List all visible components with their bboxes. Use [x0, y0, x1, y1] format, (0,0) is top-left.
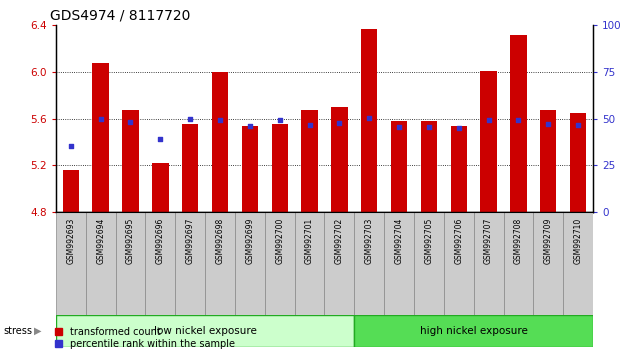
- Bar: [175, 212, 205, 319]
- Bar: [265, 212, 294, 319]
- Bar: [294, 212, 324, 319]
- Point: [424, 124, 434, 130]
- Point: [304, 122, 314, 128]
- Point: [96, 116, 106, 121]
- Bar: [56, 315, 355, 347]
- Point: [394, 124, 404, 130]
- Point: [66, 143, 76, 148]
- Text: GSM992707: GSM992707: [484, 218, 493, 264]
- Bar: [212, 72, 229, 212]
- Text: GSM992700: GSM992700: [275, 218, 284, 264]
- Text: GSM992704: GSM992704: [394, 218, 404, 264]
- Bar: [414, 212, 444, 319]
- Bar: [481, 70, 497, 212]
- Bar: [563, 212, 593, 319]
- Bar: [235, 212, 265, 319]
- Text: GSM992698: GSM992698: [215, 218, 225, 264]
- Bar: [145, 212, 175, 319]
- Text: stress: stress: [3, 326, 32, 336]
- Bar: [533, 212, 563, 319]
- Bar: [324, 212, 355, 319]
- Bar: [86, 212, 116, 319]
- Bar: [56, 212, 86, 319]
- Text: GSM992703: GSM992703: [365, 218, 374, 264]
- Text: GDS4974 / 8117720: GDS4974 / 8117720: [50, 9, 190, 23]
- Point: [335, 120, 345, 126]
- Text: low nickel exposure: low nickel exposure: [153, 326, 256, 336]
- Bar: [205, 212, 235, 319]
- Point: [185, 116, 195, 122]
- Bar: [420, 121, 437, 212]
- Point: [215, 118, 225, 123]
- Text: GSM992702: GSM992702: [335, 218, 344, 264]
- Bar: [301, 110, 318, 212]
- Bar: [116, 212, 145, 319]
- Bar: [331, 107, 348, 212]
- Point: [454, 125, 464, 131]
- Text: ▶: ▶: [34, 326, 42, 336]
- Text: GSM992706: GSM992706: [455, 218, 463, 264]
- Point: [245, 124, 255, 129]
- Point: [543, 121, 553, 127]
- Bar: [570, 113, 586, 212]
- Bar: [271, 125, 288, 212]
- Bar: [540, 110, 556, 212]
- Text: GSM992699: GSM992699: [245, 218, 255, 264]
- Bar: [182, 125, 198, 212]
- Bar: [361, 29, 378, 212]
- Point: [155, 136, 165, 141]
- Bar: [152, 163, 168, 212]
- Text: GSM992693: GSM992693: [66, 218, 75, 264]
- Bar: [63, 170, 79, 212]
- Bar: [451, 126, 467, 212]
- Point: [125, 119, 135, 124]
- Text: GSM992709: GSM992709: [544, 218, 553, 264]
- Text: GSM992694: GSM992694: [96, 218, 105, 264]
- Text: GSM992708: GSM992708: [514, 218, 523, 264]
- Legend: transformed count, percentile rank within the sample: transformed count, percentile rank withi…: [55, 327, 235, 349]
- Bar: [444, 212, 474, 319]
- Bar: [122, 110, 138, 212]
- Bar: [242, 126, 258, 212]
- Bar: [355, 315, 593, 347]
- Point: [573, 122, 583, 128]
- Bar: [93, 63, 109, 212]
- Bar: [510, 35, 527, 212]
- Point: [484, 118, 494, 123]
- Point: [365, 115, 374, 121]
- Text: GSM992697: GSM992697: [186, 218, 194, 264]
- Text: GSM992705: GSM992705: [424, 218, 433, 264]
- Point: [514, 117, 524, 122]
- Text: GSM992696: GSM992696: [156, 218, 165, 264]
- Text: GSM992710: GSM992710: [574, 218, 582, 264]
- Bar: [504, 212, 533, 319]
- Bar: [355, 212, 384, 319]
- Text: GSM992701: GSM992701: [305, 218, 314, 264]
- Text: GSM992695: GSM992695: [126, 218, 135, 264]
- Point: [274, 118, 284, 123]
- Bar: [474, 212, 504, 319]
- Bar: [391, 121, 407, 212]
- Text: high nickel exposure: high nickel exposure: [420, 326, 528, 336]
- Bar: [384, 212, 414, 319]
